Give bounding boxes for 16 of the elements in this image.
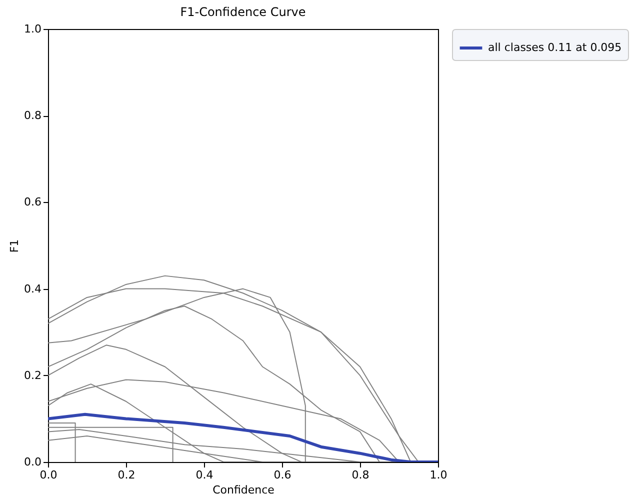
- x-tick-label: 0.4: [196, 468, 214, 482]
- y-tick-label: 0.0: [24, 456, 42, 468]
- x-tick-label: 0.6: [274, 468, 292, 482]
- y-tick-label: 0.2: [24, 368, 42, 382]
- y-tick-label: 1.0: [24, 22, 42, 36]
- x-tick-label: 1.0: [430, 468, 448, 482]
- y-tick-label: 0.8: [24, 109, 42, 122]
- x-tick-label: 0.0: [40, 468, 58, 482]
- chart-title: F1-Confidence Curve: [180, 5, 306, 19]
- y-axis-title: F1: [8, 239, 22, 253]
- y-tick-label: 0.6: [24, 196, 42, 209]
- y-tick-label: 0.4: [24, 282, 42, 296]
- x-axis-title: Confidence: [212, 484, 275, 496]
- legend-label: all classes 0.11 at 0.095: [488, 41, 622, 54]
- x-tick-label: 0.8: [352, 468, 370, 482]
- x-tick-label: 0.2: [118, 468, 136, 482]
